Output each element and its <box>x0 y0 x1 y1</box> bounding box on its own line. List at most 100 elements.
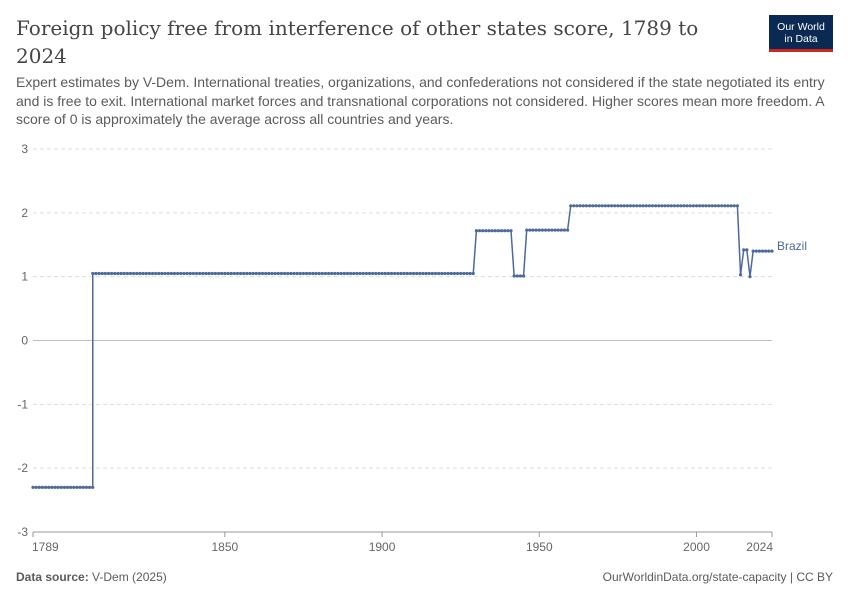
data-point <box>100 271 104 276</box>
data-point <box>427 271 431 276</box>
data-point <box>358 271 362 276</box>
data-point <box>641 204 645 208</box>
data-point <box>515 274 519 278</box>
data-point <box>770 249 774 253</box>
data-point <box>232 271 236 276</box>
data-point <box>62 485 67 489</box>
data-point <box>31 485 35 489</box>
data-point <box>75 485 79 489</box>
y-tick-label: 1 <box>21 270 28 284</box>
data-point <box>317 271 321 276</box>
data-point <box>267 271 271 276</box>
data-point <box>745 248 749 252</box>
data-point <box>735 204 740 208</box>
data-point <box>408 271 412 276</box>
data-point <box>349 271 353 276</box>
series-layer: Brazil <box>31 204 807 489</box>
y-tick-label: -3 <box>17 525 28 539</box>
data-point <box>566 228 570 232</box>
owid-logo[interactable]: Our World in Data <box>769 15 833 52</box>
data-point <box>179 271 183 276</box>
data-point <box>273 271 277 276</box>
data-point <box>94 271 98 276</box>
data-point <box>591 204 595 208</box>
data-point <box>525 228 529 232</box>
data-point <box>575 204 579 208</box>
data-point <box>528 228 532 232</box>
data-point <box>160 271 164 276</box>
data-point <box>330 271 334 276</box>
data-point <box>418 271 422 276</box>
data-point <box>556 228 560 232</box>
data-point <box>676 204 680 208</box>
chart-subtitle: Expert estimates by V-Dem. International… <box>16 74 825 127</box>
data-point <box>150 271 155 276</box>
data-point <box>550 228 554 232</box>
data-point <box>654 204 658 208</box>
data-point <box>103 271 107 276</box>
data-point <box>371 271 375 276</box>
data-point <box>157 271 161 276</box>
data-point <box>459 271 463 276</box>
data-point <box>132 271 136 276</box>
data-point <box>333 271 337 276</box>
data-point <box>386 271 390 276</box>
data-point <box>314 271 318 276</box>
data-point <box>698 204 702 208</box>
data-point <box>669 204 673 208</box>
data-point <box>361 271 365 276</box>
data-point <box>729 204 733 208</box>
data-point <box>308 271 312 276</box>
data-point <box>116 271 120 276</box>
data-point <box>628 204 633 208</box>
data-point <box>534 228 538 232</box>
data-point <box>295 271 299 276</box>
data-point <box>610 204 614 208</box>
footer-license[interactable]: OurWorldinData.org/state-capacity | CC B… <box>602 570 833 584</box>
data-point <box>188 271 192 276</box>
data-point <box>298 271 302 276</box>
data-point <box>657 204 661 208</box>
data-point <box>490 229 494 233</box>
data-point <box>270 271 274 276</box>
data-point <box>531 228 535 232</box>
data-point <box>663 204 667 208</box>
data-point <box>389 271 394 276</box>
data-point <box>424 271 428 276</box>
data-point <box>154 271 158 276</box>
data-point <box>97 271 101 276</box>
data-point <box>446 271 450 276</box>
data-point <box>289 271 293 276</box>
data-point <box>638 204 642 208</box>
data-point <box>757 249 762 253</box>
data-point <box>754 249 758 253</box>
x-tick-label: 2000 <box>683 540 710 554</box>
x-tick-label: 2024 <box>746 540 773 554</box>
data-point <box>581 204 585 208</box>
data-point <box>59 485 63 489</box>
data-point <box>56 485 60 489</box>
data-point <box>91 485 95 489</box>
grid-layer <box>33 148 772 533</box>
data-point <box>688 204 692 208</box>
data-point <box>732 204 736 208</box>
data-point <box>572 204 576 208</box>
data-source-link[interactable]: V-Dem (2025) <box>92 570 167 584</box>
data-point <box>578 204 582 208</box>
data-point <box>122 271 126 276</box>
y-tick-label: 2 <box>21 206 28 220</box>
data-point <box>201 271 205 276</box>
data-point <box>713 204 718 208</box>
data-point <box>301 271 306 276</box>
data-point <box>50 485 54 489</box>
data-point <box>172 271 177 276</box>
x-tick-label: 1950 <box>526 540 553 554</box>
data-point <box>323 271 328 276</box>
data-point <box>320 271 324 276</box>
data-point <box>242 271 246 276</box>
data-point <box>443 271 447 276</box>
data-point <box>521 274 526 278</box>
data-point <box>760 249 765 253</box>
data-point <box>726 204 730 208</box>
